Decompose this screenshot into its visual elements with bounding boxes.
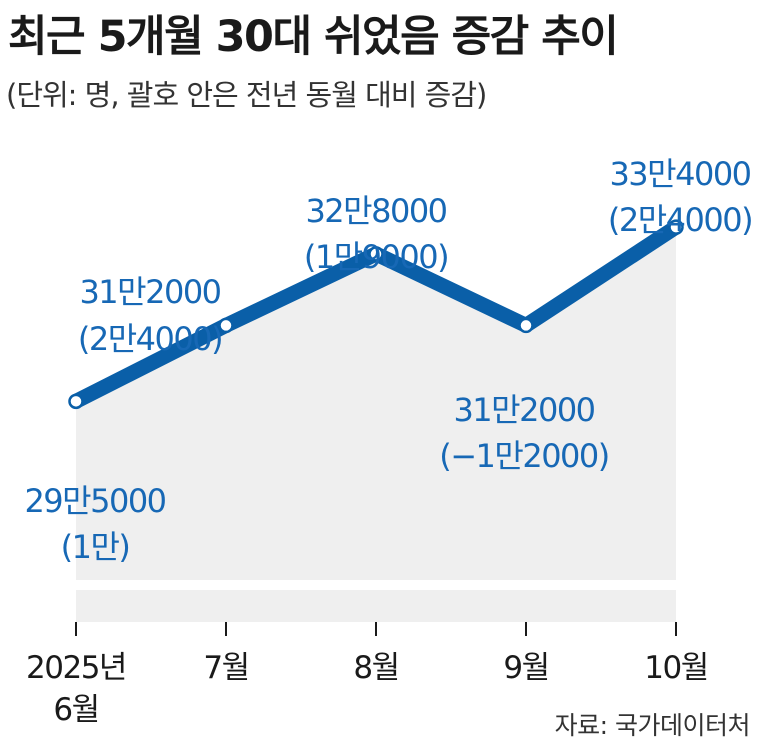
chart-subtitle: (단위: 명, 괄호 안은 전년 동월 대비 증감) <box>6 78 487 112</box>
data-label-value: 33만4000 <box>609 155 750 193</box>
x-tick-label: 10월 <box>644 650 707 686</box>
x-tick-label: 8월 <box>353 650 398 686</box>
data-label-change: (−1만2000) <box>439 437 609 475</box>
data-label-value: 31만2000 <box>79 273 220 311</box>
x-tick-label-line: 8월 <box>353 650 398 686</box>
data-label-change: (2만4000) <box>78 320 222 358</box>
data-point <box>68 393 84 410</box>
data-label-value: 31만2000 <box>453 391 594 429</box>
data-points <box>68 219 684 410</box>
data-label-value: 29만5000 <box>24 482 165 520</box>
x-tick-label: 9월 <box>503 650 548 686</box>
data-point <box>368 246 384 262</box>
data-labels: 29만5000 (1만) 31만2000 (2만4000) 32만8000 (1만9000… <box>24 155 753 566</box>
chart-title: 최근 5개월 30대 쉬었음 증감 추이 <box>8 12 619 62</box>
x-tick-label-line: 10월 <box>644 650 707 686</box>
x-tick-label-line: 7월 <box>203 650 248 686</box>
source-note: 자료: 국가데이터처 <box>554 711 751 740</box>
data-point <box>668 219 684 235</box>
x-tick-label: 2025년 6월 <box>26 650 126 728</box>
x-tick-label: 7월 <box>203 650 248 686</box>
area-layer <box>76 227 676 622</box>
data-label-change: (1만) <box>61 528 130 566</box>
area-fill <box>76 227 676 580</box>
data-point <box>518 317 534 334</box>
x-axis: 2025년 6월 7월 8월 9월 10월 <box>26 622 709 728</box>
x-tick-label-line: 2025년 <box>26 650 126 686</box>
data-label-value: 32만8000 <box>305 192 446 230</box>
data-point <box>218 317 234 334</box>
data-label-change: (1만9000) <box>304 238 448 276</box>
data-label-change: (2만4000) <box>608 201 752 239</box>
x-tick-label-line: 9월 <box>503 650 548 686</box>
x-tick-label-line: 6월 <box>53 692 98 728</box>
axis-band <box>76 590 676 622</box>
